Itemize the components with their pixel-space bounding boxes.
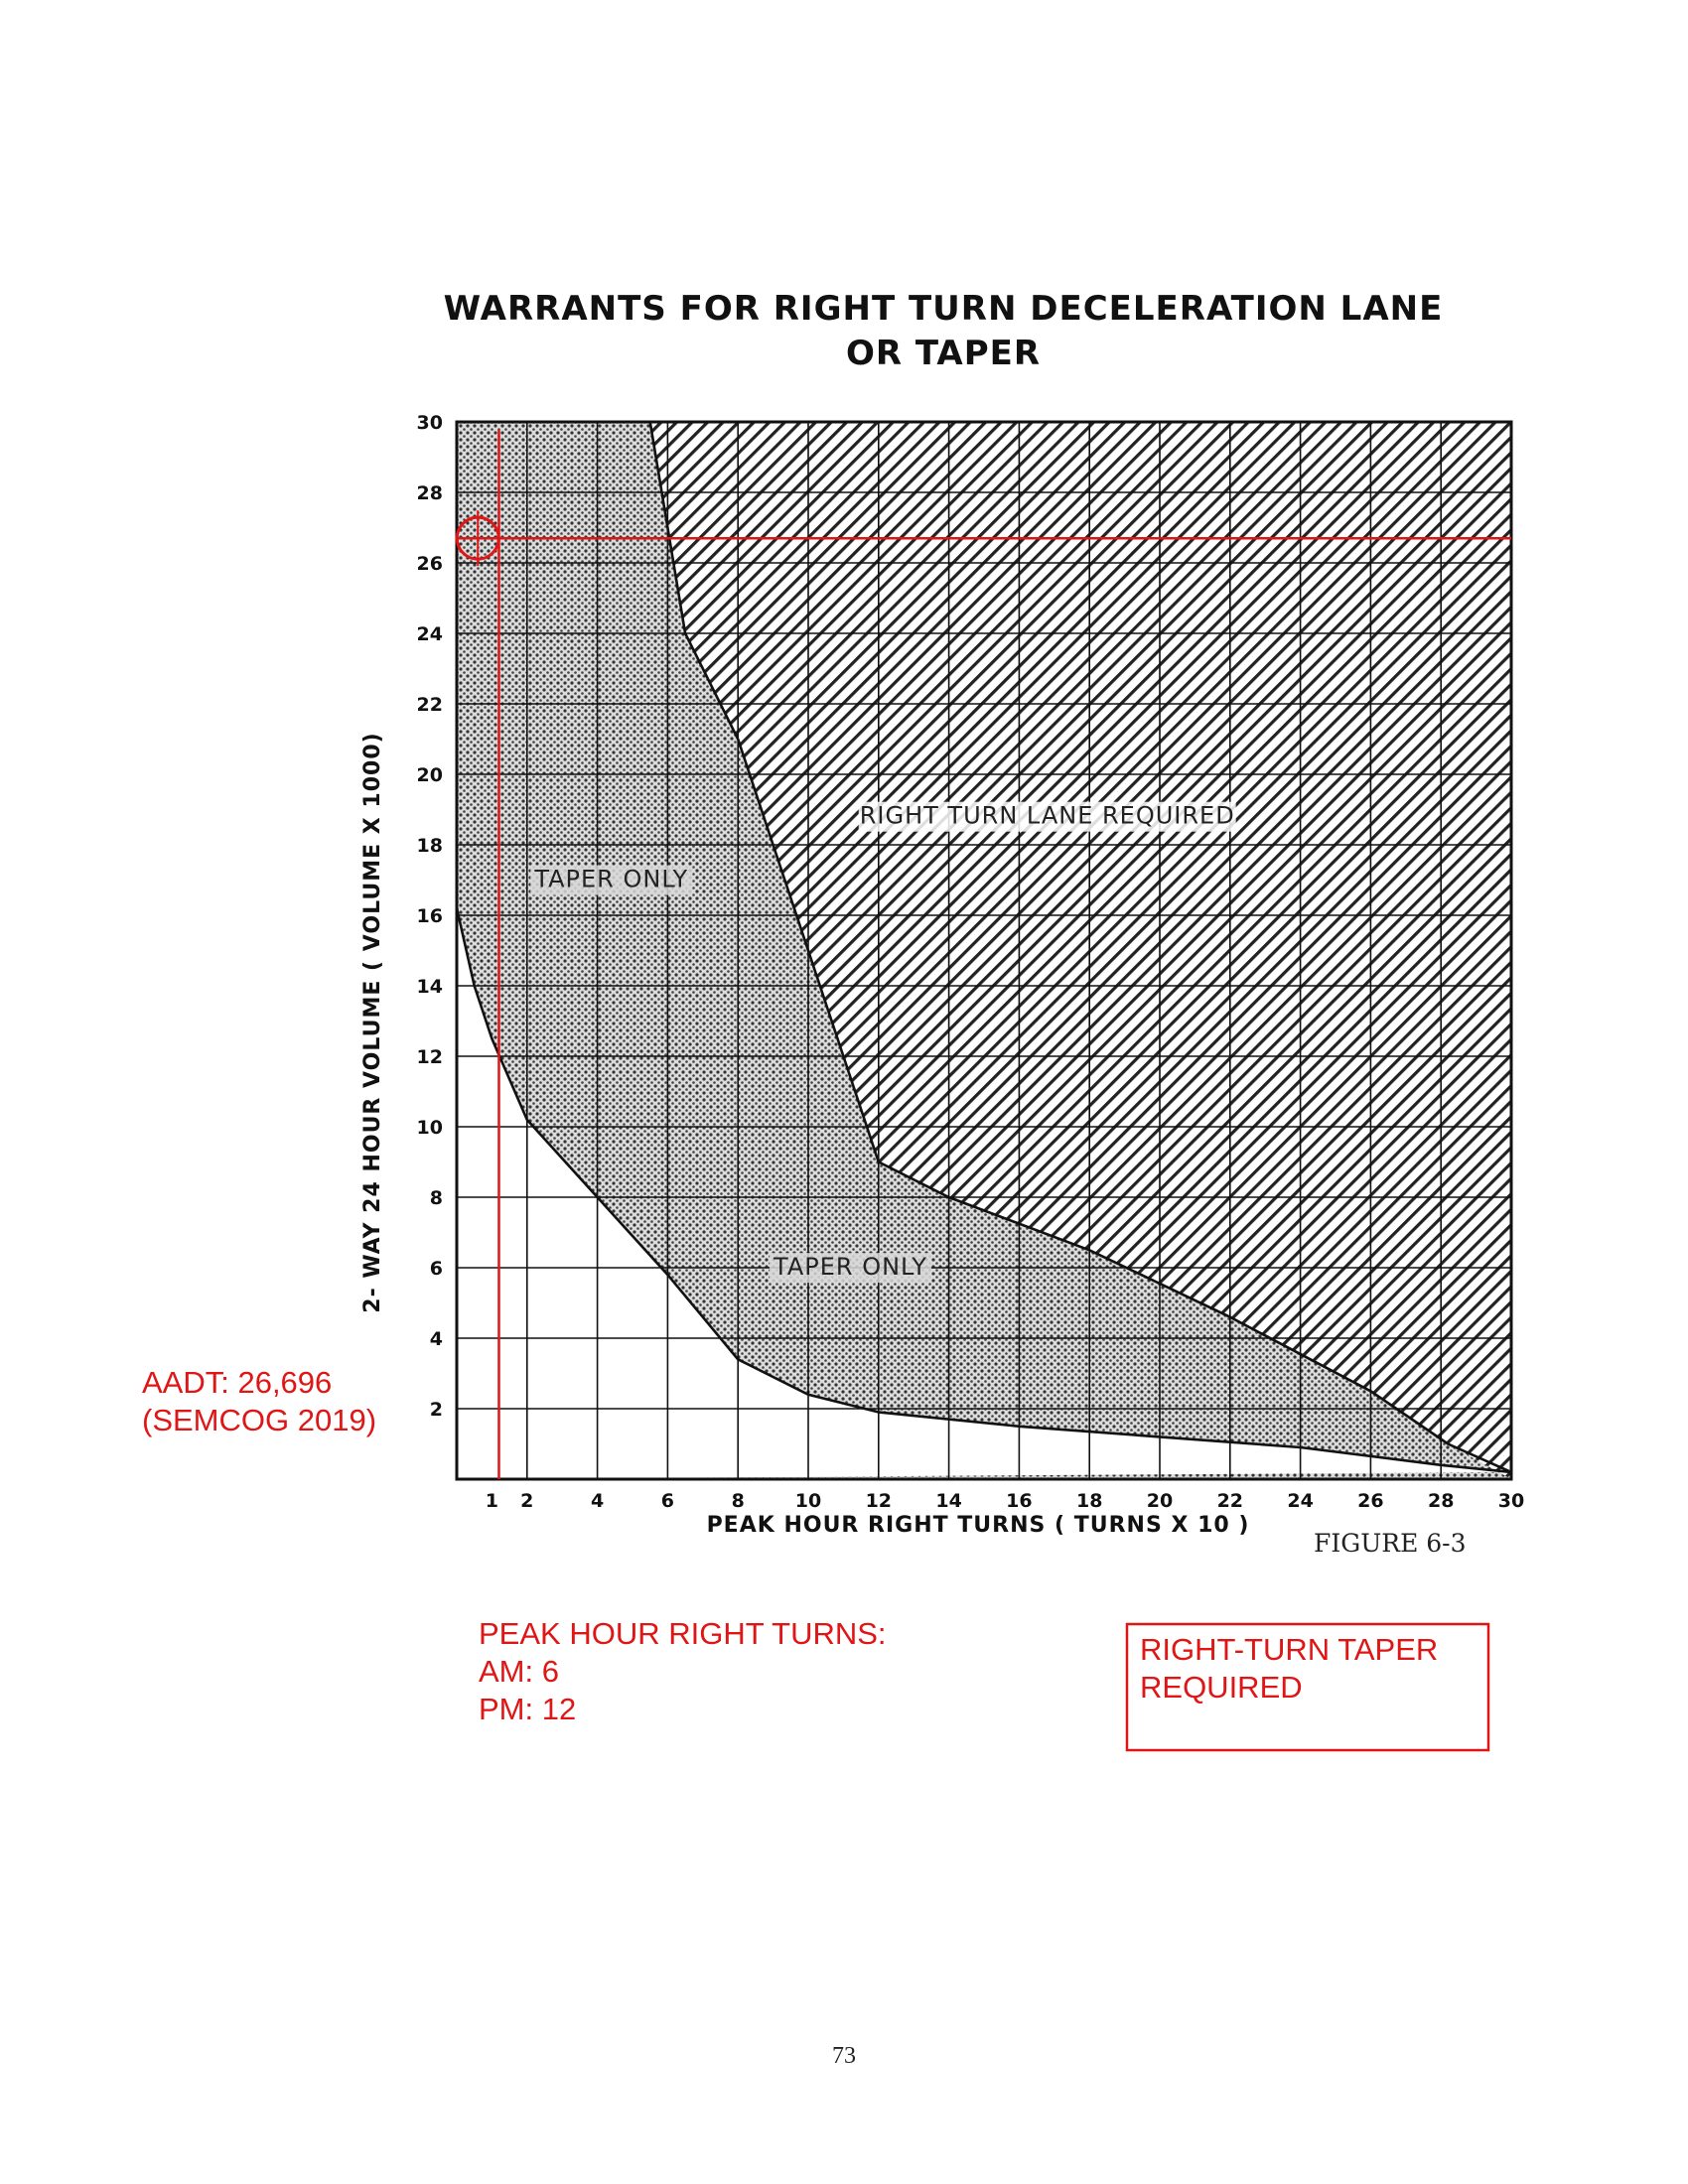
region-label-lane-required: RIGHT TURN LANE REQUIRED [860,802,1235,830]
x-tick-label: 1 [486,1490,498,1512]
x-tick-label: 14 [935,1490,961,1512]
y-tick-label: 28 [417,482,443,504]
x-tick-label: 16 [1006,1490,1032,1512]
y-tick-label: 18 [417,835,443,857]
y-tick-label: 30 [417,412,443,434]
region-label-taper-only: TAPER ONLY [773,1253,927,1281]
aadt-annotation: AADT: 26,696 [142,1365,332,1400]
no-treatment-area [457,907,1511,1479]
x-tick-label: 18 [1076,1490,1102,1512]
y-tick-label: 20 [417,764,443,786]
region-label-backdrop [769,1253,931,1284]
x-tick-label: 24 [1287,1490,1313,1512]
result-box [1125,1622,1490,1752]
x-tick-label: 2 [520,1490,533,1512]
turns-annotation-title: PEAK HOUR RIGHT TURNS: [479,1616,887,1651]
y-tick-label: 8 [430,1187,443,1209]
aadt-source-annotation: (SEMCOG 2019) [142,1403,376,1437]
y-tick-label: 4 [430,1328,443,1350]
chart-title-line2: OR TAPER [846,334,1041,373]
x-tick-label: 28 [1428,1490,1454,1512]
chart-title: WARRANTS FOR RIGHT TURN DECELERATION LAN… [444,289,1444,329]
y-tick-label: 6 [430,1258,443,1280]
x-tick-label: 22 [1217,1490,1243,1512]
x-tick-label: 26 [1357,1490,1383,1512]
page-number: 73 [832,2043,856,2069]
plot-area: 1 2 4 6 8 10 12 14 16 18 20 22 24 26 28 302468101214161… [417,412,1525,1512]
x-tick-label: 8 [732,1490,745,1512]
y-axis-label: 2- WAY 24 HOUR VOLUME ( VOLUME X 1000) [360,732,385,1312]
y-tick-label: 26 [417,553,443,575]
right-turn-lane-area [649,422,1511,1479]
turns-annotation-pm: PM: 12 [479,1692,576,1726]
turns-annotation-am: AM: 6 [479,1654,559,1689]
region-label-taper-only: TAPER ONLY [533,866,688,893]
y-tick-label: 22 [417,694,443,716]
region-label-backdrop [858,801,1236,832]
taper-only-area [457,422,1511,1479]
figure-label: FIGURE 6-3 [1314,1529,1467,1558]
y-tick-label: 14 [417,976,443,998]
lane-boundary-line [648,421,1512,1474]
y-tick-label: 10 [417,1117,443,1139]
region-label-backdrop [530,865,693,895]
result-annotation-line1: RIGHT-TURN TAPER [1140,1632,1438,1667]
x-tick-label: 10 [795,1490,821,1512]
y-tick-label: 12 [417,1046,443,1068]
y-tick-label: 16 [417,905,443,927]
x-tick-label: 12 [866,1490,892,1512]
x-tick-label: 4 [591,1490,604,1512]
x-tick-label: 20 [1147,1490,1173,1512]
x-tick-label: 30 [1498,1490,1524,1512]
plot-frame [455,420,1513,1481]
y-tick-label: 24 [417,623,443,645]
y-tick-label: 2 [430,1399,443,1421]
x-axis-label: PEAK HOUR RIGHT TURNS ( TURNS X 10 ) [707,1513,1250,1538]
result-annotation-line2: REQUIRED [1140,1670,1303,1705]
x-tick-label: 6 [661,1490,674,1512]
